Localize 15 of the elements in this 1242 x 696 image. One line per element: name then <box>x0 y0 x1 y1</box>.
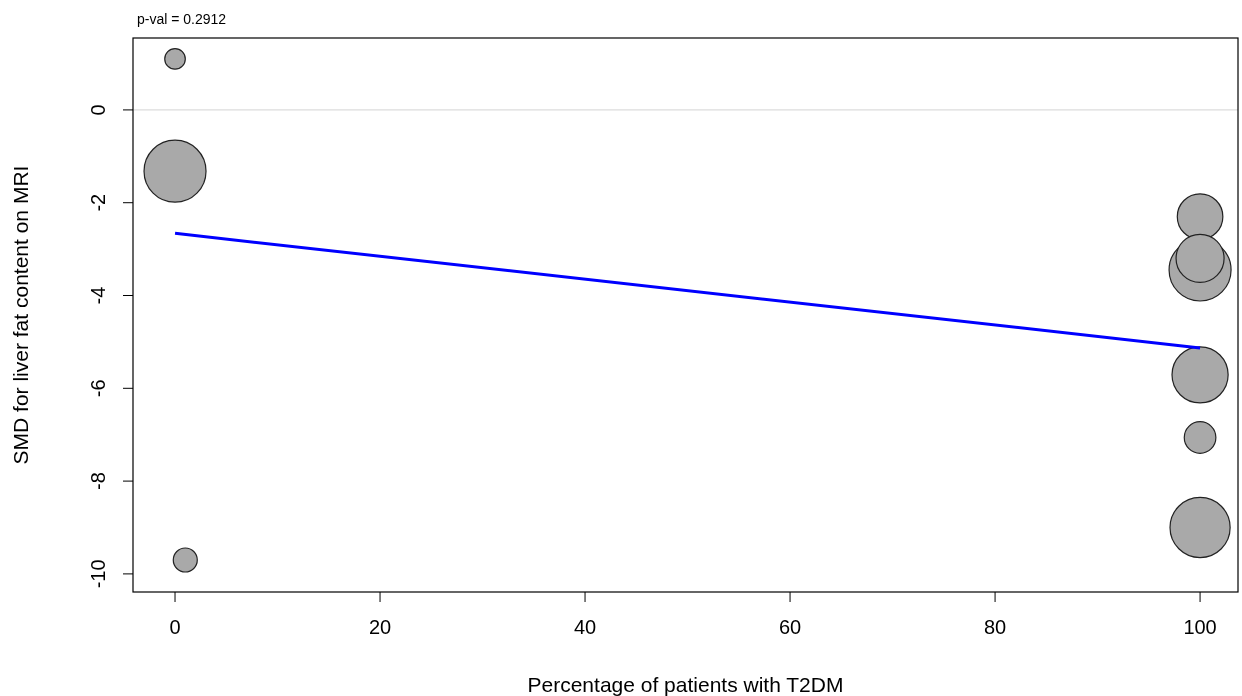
text: p-val = 0.2912 <box>137 11 227 27</box>
x-tick-label: 80 <box>983 616 1007 638</box>
y-tick-label: -8 <box>87 472 109 491</box>
y-tick-label: -6 <box>87 379 109 398</box>
x-tick-label: 20 <box>368 616 392 638</box>
y-tick-label: -4 <box>87 286 109 305</box>
x-tick-label: 60 <box>778 616 802 638</box>
x-tick-label: 40 <box>573 616 597 638</box>
y-tick-label: -2 <box>87 193 109 212</box>
x-tick-label: 0 <box>169 616 181 638</box>
y-tick-label: -10 <box>87 559 109 589</box>
y-tick-label: 0 <box>87 104 109 116</box>
x-tick-label: 100 <box>1183 616 1217 638</box>
x-axis-title: Percentage of patients with T2DM <box>527 673 844 696</box>
y-axis-title: SMD for liver fat content on MRI <box>9 165 32 465</box>
